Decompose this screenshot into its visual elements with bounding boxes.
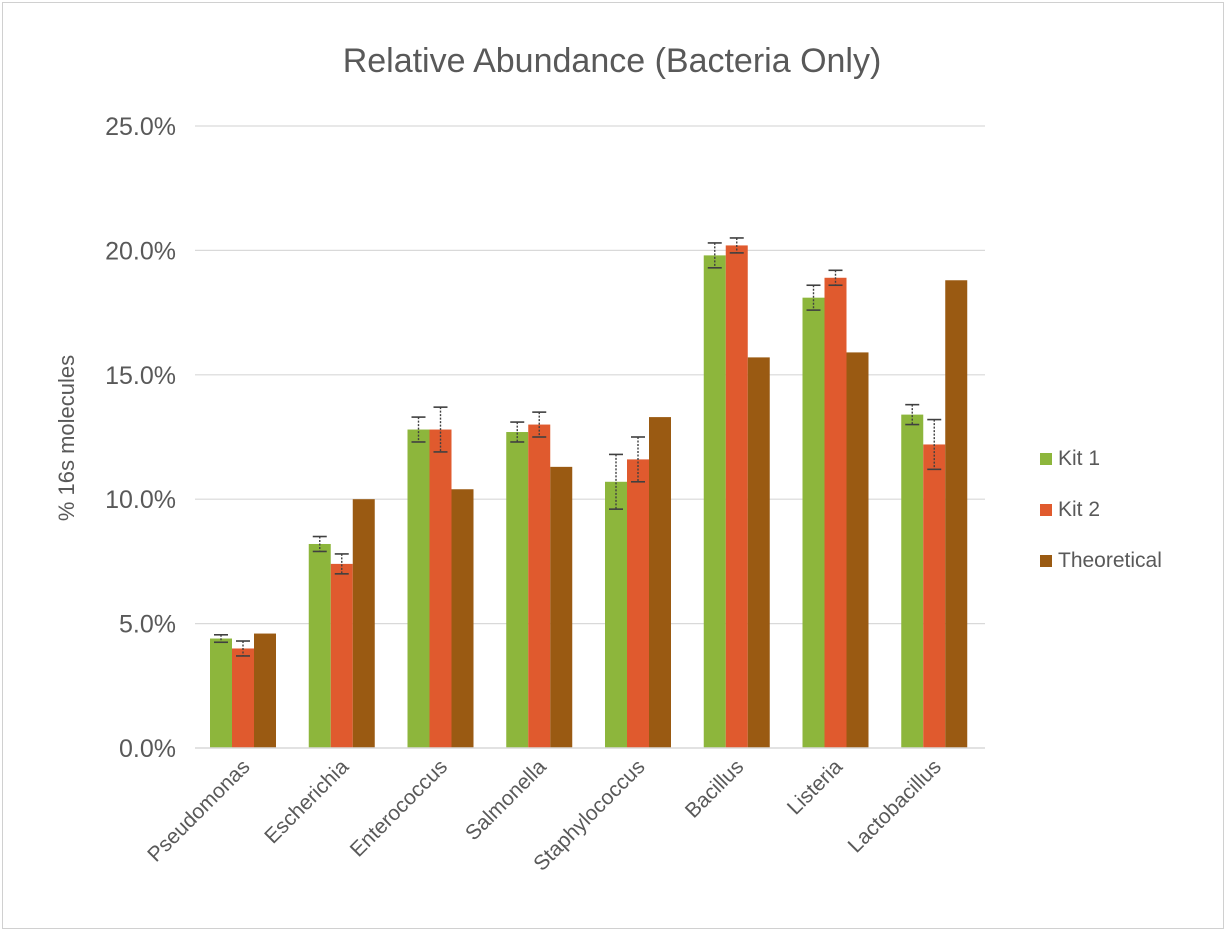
error-bar — [609, 453, 623, 510]
bar-theoretical-listeria — [846, 352, 869, 748]
error-bar — [905, 403, 920, 426]
error-bar — [927, 418, 942, 471]
x-category-label: Pseudomonas — [143, 755, 254, 866]
chart-title: Relative Abundance (Bacteria Only) — [343, 42, 882, 80]
y-tick-label: 5.0% — [119, 611, 176, 639]
bar-theoretical-salmonella — [550, 466, 573, 748]
error-bar — [707, 242, 722, 269]
bar-theoretical-bacillus — [747, 357, 770, 748]
bar-theoretical-escherichia — [352, 499, 375, 748]
x-category-label: Salmonella — [461, 755, 551, 845]
error-bar — [806, 284, 821, 311]
error-bar — [236, 640, 250, 657]
bar-theoretical-lactobacillus — [945, 280, 968, 748]
bar-kit-1-lactobacillus — [901, 414, 924, 748]
error-bar — [214, 633, 228, 644]
legend-swatch — [1040, 555, 1052, 567]
bar-kit-2-bacillus — [725, 245, 748, 748]
x-category-label: Enterococcus — [346, 755, 452, 861]
bar-kit-1-escherichia — [308, 543, 331, 748]
bar-kit-1-salmonella — [506, 432, 529, 748]
bar-kit-1-enterococcus — [407, 429, 430, 748]
bar-kit-2-lactobacillus — [923, 444, 946, 748]
legend: Kit 1 Kit 2 Theoretical — [1040, 447, 1162, 572]
legend-label: Theoretical — [1058, 549, 1162, 572]
y-tick-label: 25.0% — [105, 113, 176, 141]
y-axis-title: % 16s molecules — [54, 355, 79, 521]
legend-swatch — [1040, 453, 1052, 465]
bar-kit-2-listeria — [824, 277, 847, 748]
error-bar — [334, 553, 349, 575]
x-category-label: Escherichia — [260, 755, 353, 848]
bar-theoretical-enterococcus — [451, 489, 474, 748]
x-category-label: Bacillus — [681, 755, 748, 822]
error-bar — [729, 237, 744, 254]
legend-label: Kit 2 — [1058, 498, 1100, 521]
bar-theoretical-pseudomonas — [254, 633, 276, 748]
bar-kit-2-salmonella — [528, 424, 551, 748]
error-bar — [631, 436, 645, 483]
bar-kit-2-staphylococcus — [627, 459, 649, 748]
error-bar — [828, 269, 843, 287]
bar-kit-1-pseudomonas — [210, 638, 232, 748]
x-category-label: Lactobacillus — [844, 755, 946, 857]
bar-theoretical-staphylococcus — [649, 417, 671, 748]
y-tick-label: 0.0% — [119, 735, 176, 763]
bar-kit-2-enterococcus — [429, 429, 452, 748]
error-bar — [433, 406, 448, 453]
legend-label: Kit 1 — [1058, 447, 1100, 470]
bars — [210, 245, 968, 748]
bar-kit-1-listeria — [802, 297, 825, 748]
error-bar — [312, 535, 327, 553]
y-axis-ticks: 0.0% 5.0% 10.0% 15.0% 20.0% 25.0% — [105, 113, 176, 763]
y-tick-label: 15.0% — [105, 362, 176, 390]
error-bar — [411, 416, 426, 443]
bar-kit-2-pseudomonas — [232, 648, 254, 748]
x-category-label: Listeria — [783, 755, 847, 819]
error-bars — [214, 237, 942, 657]
error-bar — [510, 421, 525, 443]
bar-kit-1-bacillus — [703, 255, 726, 748]
error-bar — [532, 411, 547, 438]
bar-kit-2-escherichia — [330, 563, 353, 748]
legend-swatch — [1040, 504, 1052, 516]
bar-kit-1-staphylococcus — [605, 481, 627, 748]
y-tick-label: 20.0% — [105, 237, 176, 265]
y-tick-label: 10.0% — [105, 486, 176, 514]
